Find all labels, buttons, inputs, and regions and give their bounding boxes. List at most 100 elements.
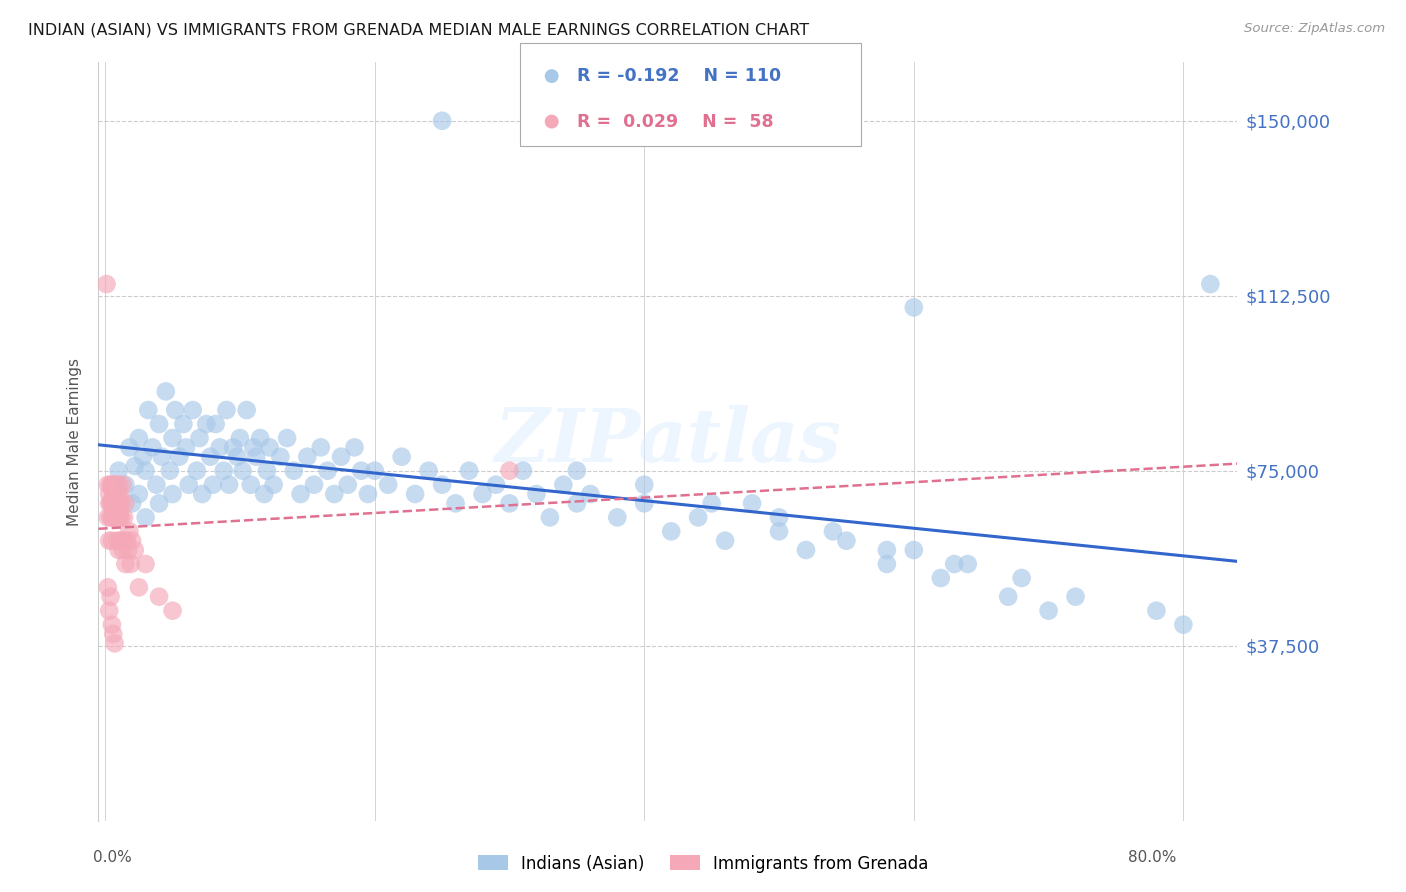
Point <box>98 604 121 618</box>
Point <box>512 464 534 478</box>
Point <box>430 113 453 128</box>
Point <box>98 533 121 548</box>
Point <box>148 496 170 510</box>
Point <box>309 441 332 455</box>
Point <box>114 477 136 491</box>
Point <box>714 533 737 548</box>
Point <box>471 487 494 501</box>
Point <box>100 477 122 491</box>
Point <box>103 627 125 641</box>
Point <box>458 464 481 478</box>
Point <box>316 464 339 478</box>
Point <box>794 543 817 558</box>
Point <box>741 496 763 510</box>
Point <box>283 464 305 478</box>
Point <box>98 496 121 510</box>
Point <box>498 464 520 478</box>
Point <box>253 487 276 501</box>
Point <box>688 510 710 524</box>
Point <box>105 533 128 548</box>
Point <box>101 496 124 510</box>
Point <box>430 477 453 491</box>
Point <box>259 441 281 455</box>
Point <box>565 464 588 478</box>
Point <box>630 814 652 828</box>
Point <box>97 477 120 491</box>
Point <box>108 487 131 501</box>
Point <box>121 533 143 548</box>
Point <box>128 431 150 445</box>
Point <box>162 604 184 618</box>
Point <box>659 524 682 539</box>
Point <box>235 403 257 417</box>
Point <box>606 510 628 524</box>
Point <box>1173 617 1195 632</box>
Point <box>201 477 224 491</box>
Point <box>124 543 146 558</box>
Point <box>256 464 278 478</box>
Point <box>100 510 122 524</box>
Point <box>117 543 139 558</box>
Point <box>835 533 858 548</box>
Point <box>135 557 157 571</box>
Point <box>232 464 254 478</box>
Point <box>103 487 125 501</box>
Point <box>633 477 655 491</box>
Point <box>997 590 1019 604</box>
Point <box>110 533 132 548</box>
Point <box>101 477 124 491</box>
FancyBboxPatch shape <box>520 44 862 145</box>
Point <box>97 580 120 594</box>
Point <box>1144 604 1167 618</box>
Point <box>110 496 132 510</box>
Point <box>107 496 129 510</box>
Point <box>290 487 312 501</box>
Point <box>188 431 211 445</box>
Point <box>107 543 129 558</box>
Point <box>200 450 222 464</box>
Point <box>1199 277 1222 291</box>
Point <box>323 487 346 501</box>
Point <box>191 487 214 501</box>
Point <box>357 487 380 501</box>
Y-axis label: Median Male Earnings: Median Male Earnings <box>67 358 83 525</box>
Point <box>148 417 170 431</box>
Point <box>633 496 655 510</box>
Point <box>145 477 167 491</box>
Point <box>343 441 366 455</box>
Point <box>162 487 184 501</box>
Point <box>215 403 238 417</box>
Point <box>245 450 267 464</box>
Point <box>101 510 124 524</box>
Point <box>330 450 353 464</box>
Point <box>96 277 118 291</box>
Point <box>302 477 325 491</box>
Text: R = -0.192    N = 110: R = -0.192 N = 110 <box>576 67 780 85</box>
Point <box>768 510 790 524</box>
Point <box>148 590 170 604</box>
Point <box>115 533 138 548</box>
Point <box>418 464 440 478</box>
Point <box>336 477 359 491</box>
Point <box>128 487 150 501</box>
Point <box>903 543 925 558</box>
Legend: Indians (Asian), Immigrants from Grenada: Indians (Asian), Immigrants from Grenada <box>471 848 935 880</box>
Point <box>135 510 157 524</box>
Point <box>103 510 125 524</box>
Point <box>107 477 129 491</box>
Point <box>128 580 150 594</box>
Point <box>118 441 141 455</box>
Point <box>943 557 966 571</box>
Point <box>107 464 129 478</box>
Point <box>108 533 131 548</box>
Text: INDIAN (ASIAN) VS IMMIGRANTS FROM GRENADA MEDIAN MALE EARNINGS CORRELATION CHART: INDIAN (ASIAN) VS IMMIGRANTS FROM GRENAD… <box>28 22 810 37</box>
Point <box>159 464 181 478</box>
Point <box>114 496 136 510</box>
Point <box>821 524 844 539</box>
Point <box>956 557 979 571</box>
Point <box>135 464 157 478</box>
Point <box>208 441 231 455</box>
Text: ZIPatlas: ZIPatlas <box>495 405 841 478</box>
Point <box>444 496 467 510</box>
Point <box>118 524 141 539</box>
